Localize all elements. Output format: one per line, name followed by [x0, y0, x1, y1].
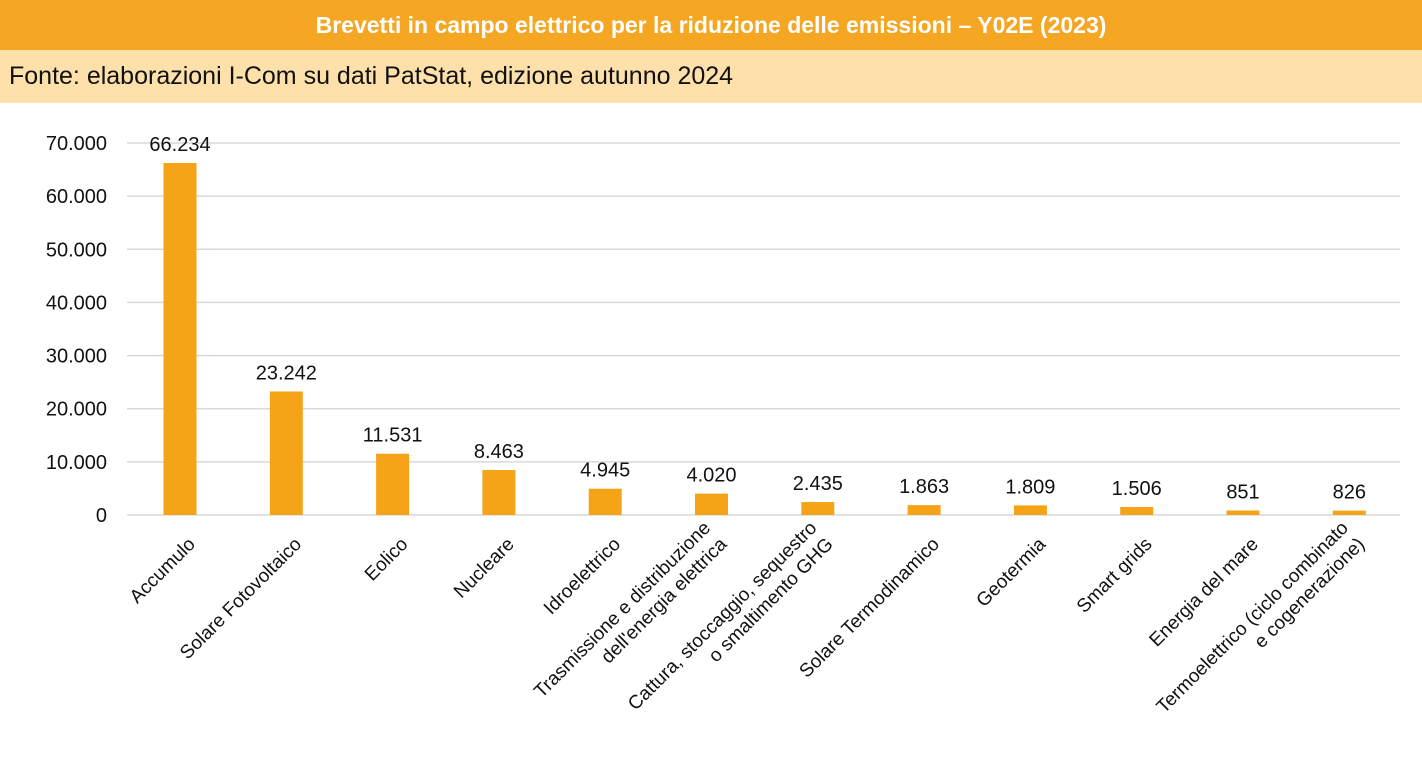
bar: [269, 391, 303, 515]
x-tick-label: Nucleare: [450, 534, 519, 603]
y-tick-label: 30.000: [46, 346, 107, 368]
data-label: 826: [1333, 482, 1366, 504]
y-tick-label: 20.000: [46, 399, 107, 421]
data-label: 4.020: [686, 465, 736, 487]
bars: [163, 163, 1366, 515]
chart-title: Brevetti in campo elettrico per la riduz…: [0, 0, 1422, 50]
y-tick-label: 50.000: [46, 239, 107, 261]
data-label: 1.809: [1005, 476, 1055, 498]
x-tick-label-text: Nucleare: [450, 534, 519, 603]
bar: [1013, 505, 1047, 515]
x-tick-label-text: Eolico: [361, 534, 412, 585]
data-labels: 66.234 23.242 11.531 8.463 4.945 4.020 2.435 1.…: [149, 134, 1366, 504]
x-tick-label-line: Geotermia: [973, 534, 1051, 612]
x-tick-label-text: Solare Fotovoltaico: [176, 534, 306, 664]
bar: [695, 493, 728, 515]
x-tick-label: Eolico: [361, 534, 412, 585]
x-tick-label-text: Trasmissione e distribuzionedell'energia…: [530, 517, 731, 718]
data-label: 11.531: [363, 425, 423, 447]
x-tick-label-line: Nucleare: [450, 534, 519, 603]
data-label: 8.463: [474, 441, 524, 463]
data-label: 66.234: [149, 134, 210, 156]
x-tick-label-line: Eolico: [361, 534, 412, 585]
x-tick-label: Accumulo: [126, 534, 200, 608]
x-tick-label-text: Geotermia: [973, 534, 1051, 612]
x-tick-label: Solare Fotovoltaico: [176, 534, 306, 664]
bar: [801, 502, 835, 515]
x-tick-label-line: Accumulo: [126, 534, 200, 608]
y-tick-label: 0: [96, 505, 107, 527]
x-tick-label: Cattura, stoccaggio, sequestroo smaltime…: [624, 518, 837, 731]
x-tick-label-line: Smart grids: [1073, 534, 1157, 618]
bar: [907, 505, 941, 515]
y-tick-label: 60.000: [46, 186, 107, 208]
data-label: 1.506: [1112, 478, 1162, 500]
data-label: 4.945: [580, 460, 630, 482]
bar: [376, 453, 410, 515]
y-tick-label: 40.000: [46, 292, 107, 314]
data-label: 23.242: [256, 362, 317, 384]
x-tick-label: Trasmissione e distribuzionedell'energia…: [530, 517, 731, 718]
bar: [1120, 506, 1154, 515]
x-tick-label: Geotermia: [973, 534, 1051, 612]
x-tick-label-line: Solare Fotovoltaico: [176, 534, 306, 664]
bar: [588, 488, 622, 515]
x-tick-label-text: Cattura, stoccaggio, sequestroo smaltime…: [624, 518, 837, 731]
bar: [163, 163, 197, 515]
x-tick-label: Smart grids: [1073, 534, 1157, 618]
bar: [482, 470, 516, 515]
x-tick-label-text: Smart grids: [1073, 534, 1157, 618]
y-tick-label: 10.000: [46, 452, 107, 474]
y-axis: 0 10.000 20.000 30.000 40.000 50.000 60.000 70.…: [46, 133, 107, 527]
y-tick-label: 70.000: [46, 133, 107, 155]
data-label: 2.435: [793, 473, 843, 495]
bar: [1226, 510, 1260, 515]
data-label: 1.863: [899, 476, 949, 498]
x-tick-label-text: Accumulo: [126, 534, 200, 608]
data-label: 851: [1226, 481, 1259, 503]
source-note: Fonte: elaborazioni I-Com su dati PatSta…: [0, 50, 1422, 103]
bar: [1332, 510, 1366, 515]
gridlines: [127, 142, 1400, 516]
